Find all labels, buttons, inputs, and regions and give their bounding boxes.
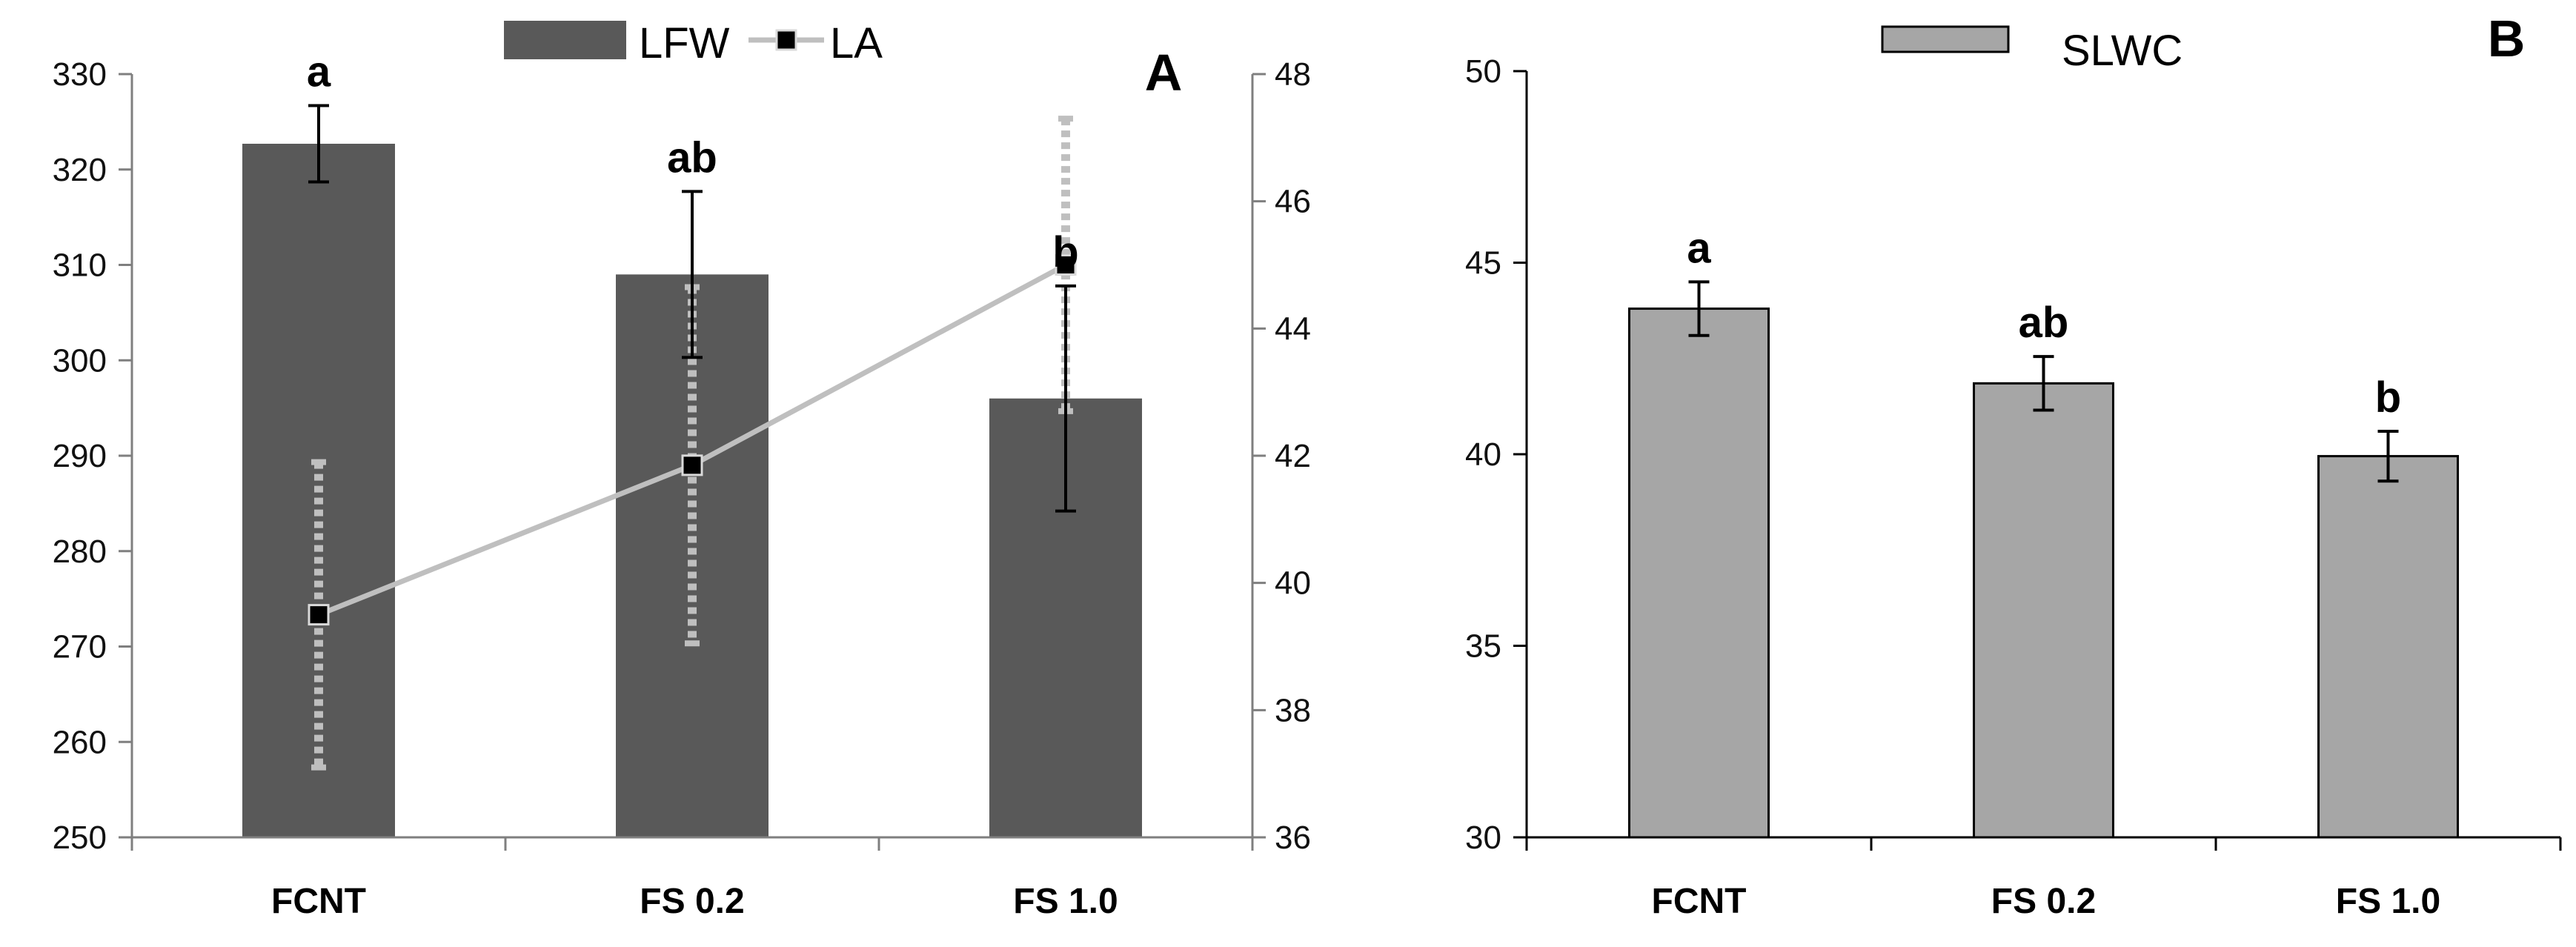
- category-label-0: FCNT: [271, 882, 366, 921]
- slwc-sig-label-2: b: [2375, 373, 2401, 422]
- legend-marker-la: [775, 29, 797, 51]
- right-tick-label-1: 38: [1275, 692, 1311, 728]
- legend-label-la: LA: [830, 19, 883, 67]
- lfw-sig-label-2: b: [1052, 228, 1078, 276]
- category-label-1: FS 0.2: [640, 882, 744, 921]
- slwc-bar-0: [1628, 308, 1770, 839]
- panel-label-b: B: [2488, 10, 2526, 67]
- slwc-sig-label-0: a: [1687, 224, 1711, 272]
- category-label-2: FS 1.0: [1013, 882, 1118, 921]
- panel-b-chart: a ab b 30 35 40 45 50 FCNT FS 0.2 FS 1.0 B SLWC: [1465, 10, 2562, 921]
- right-tick-label-6: 48: [1275, 56, 1311, 93]
- right-tick-label-0: 36: [1275, 820, 1311, 856]
- slwc-sig-label-1: ab: [2019, 299, 2069, 347]
- y-tick-label-1: 35: [1465, 628, 1501, 665]
- legend-label-slwc: SLWC: [2062, 27, 2182, 75]
- right-tick-label-2: 40: [1275, 565, 1311, 602]
- panel-label-a: A: [1145, 44, 1183, 102]
- left-tick-label-4: 290: [53, 438, 107, 474]
- left-tick-label-1: 260: [53, 724, 107, 760]
- left-tick-label-0: 250: [53, 820, 107, 856]
- legend-swatch-lfw: [504, 21, 626, 59]
- lfw-sig-label-0: a: [307, 47, 331, 96]
- la-point-0: [308, 604, 330, 626]
- y-tick-label-4: 50: [1465, 53, 1501, 90]
- left-tick-label-5: 300: [53, 342, 107, 379]
- right-tick-label-5: 46: [1275, 184, 1311, 220]
- left-tick-label-7: 320: [53, 152, 107, 188]
- slwc-bar-1: [1973, 382, 2114, 839]
- left-tick-label-2: 270: [53, 629, 107, 665]
- legend-swatch-slwc: [1881, 25, 2010, 53]
- category-label-0: FCNT: [1652, 882, 1747, 921]
- category-label-2: FS 1.0: [2336, 882, 2440, 921]
- y-tick-label-2: 40: [1465, 436, 1501, 473]
- category-label-1: FS 0.2: [1991, 882, 2096, 921]
- legend-label-lfw: LFW: [639, 19, 730, 67]
- la-point-1: [681, 454, 703, 476]
- y-tick-label-0: 30: [1465, 820, 1501, 856]
- panel-a-chart: a ab b 250 260 270 280 290 300 310 320 330 36 38 40 42 4…: [53, 19, 1311, 921]
- la-point-2: [1055, 254, 1077, 276]
- right-tick-label-4: 44: [1275, 310, 1311, 347]
- slwc-bar-2: [2317, 455, 2459, 839]
- right-tick-label-3: 42: [1275, 438, 1311, 474]
- left-tick-label-3: 280: [53, 534, 107, 570]
- left-tick-label-8: 330: [53, 56, 107, 93]
- lfw-sig-label-1: ab: [667, 133, 717, 182]
- lfw-bar-1: [616, 274, 769, 837]
- y-tick-label-3: 45: [1465, 245, 1501, 282]
- left-tick-label-6: 310: [53, 247, 107, 284]
